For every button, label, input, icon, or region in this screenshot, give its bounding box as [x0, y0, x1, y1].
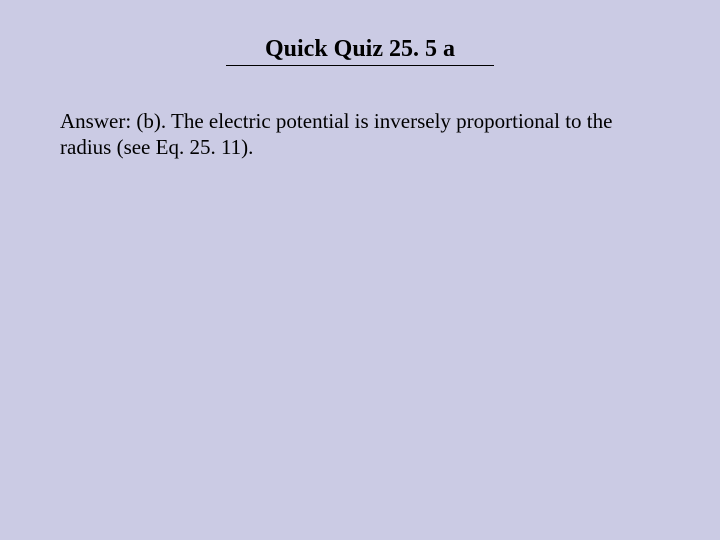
title-underline	[226, 65, 494, 66]
slide-body-text: Answer: (b). The electric potential is i…	[0, 108, 720, 161]
slide-title: Quick Quiz 25. 5 a	[265, 36, 455, 63]
slide-container: Quick Quiz 25. 5 a Answer: (b). The elec…	[0, 0, 720, 540]
title-container: Quick Quiz 25. 5 a	[0, 36, 720, 66]
